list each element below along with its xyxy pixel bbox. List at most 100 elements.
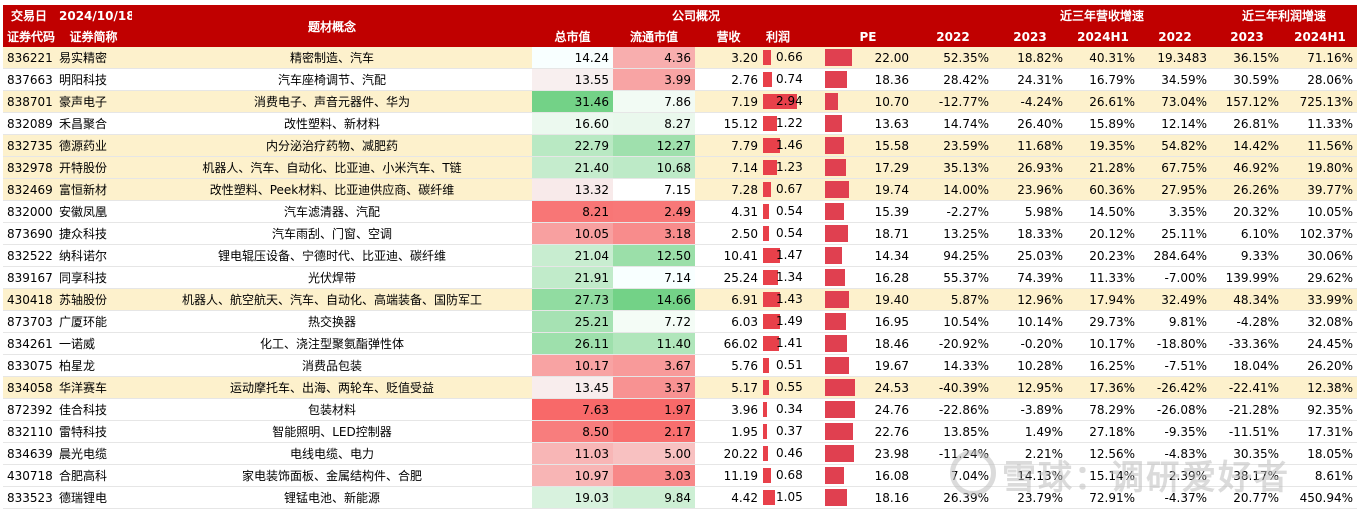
table-row[interactable]: 832110 雷特科技 智能照明、LED控制器 8.50 2.17 1.95 0.37 22.… bbox=[3, 420, 1357, 443]
concept-cell: 机器人、航空航天、汽车、自动化、高端装备、国防军工 bbox=[132, 288, 532, 311]
pe-cell: 22.00 bbox=[860, 47, 913, 69]
table-row[interactable]: 873703 广厦环能 热交换器 25.21 7.72 6.03 1.49 16.95 10.5… bbox=[3, 310, 1357, 333]
name-header[interactable]: 证券简称 bbox=[55, 26, 132, 47]
rev-2022-cell: 14.33% bbox=[913, 354, 993, 377]
table-row[interactable]: 832469 富恒新材 改性塑料、Peek材料、比亚迪供应商、碳纤维 13.32 7.1… bbox=[3, 178, 1357, 201]
rev-2022-cell: 35.13% bbox=[913, 156, 993, 179]
table-row[interactable]: 834639 晨光电缆 电线电缆、电力 11.03 5.00 20.22 0.46 23.98… bbox=[3, 442, 1357, 465]
rev-2023-cell: 18.82% bbox=[993, 47, 1067, 69]
fcap-header[interactable]: 流通市值 bbox=[613, 26, 695, 47]
table-row[interactable]: 832522 纳科诺尔 锂电辊压设备、宁德时代、比亚迪、碳纤维 21.04 12.50 1… bbox=[3, 244, 1357, 267]
profit-bar bbox=[763, 72, 772, 87]
profit-2022-header[interactable]: 2022 bbox=[1139, 26, 1211, 47]
table-row[interactable]: 872392 佳合科技 包装材料 7.63 1.97 3.96 0.34 24.76 -22.8… bbox=[3, 398, 1357, 421]
table-row[interactable]: 834058 华洋赛车 运动摩托车、出海、两轮车、贬值受益 13.45 3.37 5.17… bbox=[3, 376, 1357, 399]
mcap-cell: 10.05 bbox=[532, 222, 613, 245]
table-row[interactable]: 833523 德瑞锂电 锂锰电池、新能源 19.03 9.84 4.42 1.05 18.16… bbox=[3, 486, 1357, 509]
mcap-cell: 14.24 bbox=[532, 47, 613, 69]
code-cell: 873690 bbox=[3, 222, 55, 245]
profit-2022-cell: 2.39% bbox=[1139, 464, 1211, 487]
rev-2024h1-cell: 27.18% bbox=[1067, 420, 1139, 443]
profit-2023-cell: 6.10% bbox=[1211, 222, 1283, 245]
rev-2023-cell: 26.93% bbox=[993, 156, 1067, 179]
concept-cell: 改性塑料、Peek材料、比亚迪供应商、碳纤维 bbox=[132, 178, 532, 201]
revenue-header[interactable]: 营收 bbox=[695, 26, 762, 47]
pe-bar-cell bbox=[823, 376, 860, 399]
pe-bar-cell bbox=[823, 420, 860, 443]
rev-2024h1-header[interactable]: 2024H1 bbox=[1067, 26, 1139, 47]
table-row[interactable]: 839167 同享科技 光伏焊带 21.91 7.14 25.24 1.34 16.28 55.… bbox=[3, 266, 1357, 289]
revenue-cell: 5.76 bbox=[695, 354, 762, 377]
rev-2023-cell: 24.31% bbox=[993, 68, 1067, 91]
code-header[interactable]: 证券代码 bbox=[3, 26, 55, 47]
table-row[interactable]: 832735 德源药业 内分泌治疗药物、减肥药 22.79 12.27 7.79 1.46 1… bbox=[3, 134, 1357, 157]
table-row[interactable]: 837663 明阳科技 汽车座椅调节、汽配 13.55 3.99 2.76 0.74 18.3… bbox=[3, 68, 1357, 91]
profit-2022-cell: 284.64% bbox=[1139, 244, 1211, 267]
pe-bar bbox=[825, 225, 848, 242]
table-row[interactable]: 834261 一诺威 化工、浇注型聚氨酯弹性体 26.11 11.40 66.02 1.41… bbox=[3, 332, 1357, 355]
concept-cell: 智能照明、LED控制器 bbox=[132, 420, 532, 443]
pe-bar bbox=[825, 467, 845, 484]
profit-bar bbox=[763, 402, 767, 417]
pe-cell: 18.36 bbox=[860, 68, 913, 91]
pe-bar-cell bbox=[823, 47, 860, 69]
table-row[interactable]: 430718 合肥高科 家电装饰面板、金属结构件、合肥 10.97 3.03 11.19 0… bbox=[3, 464, 1357, 487]
table-row[interactable]: 836221 易实精密 精密制造、汽车 14.24 4.36 3.20 0.66 22.00 5… bbox=[3, 47, 1357, 69]
name-cell: 豪声电子 bbox=[55, 90, 132, 113]
rev-2024h1-cell: 15.89% bbox=[1067, 112, 1139, 135]
fcap-cell: 9.84 bbox=[613, 486, 695, 509]
profit-header[interactable]: 利润 bbox=[762, 26, 823, 47]
profit-bar bbox=[763, 270, 779, 285]
table-row[interactable]: 873690 捷众科技 汽车雨刮、门窗、空调 10.05 3.18 2.50 0.54 18.… bbox=[3, 222, 1357, 245]
table-row[interactable]: 832978 开特股份 机器人、汽车、自动化、比亚迪、小米汽车、T链 21.40 10.… bbox=[3, 156, 1357, 179]
stock-table: 交易日 2024/10/18 题材概念 公司概况 近三年营收增速 近三年利润增速… bbox=[3, 5, 1357, 509]
fcap-cell: 3.18 bbox=[613, 222, 695, 245]
mcap-header[interactable]: 总市值 bbox=[532, 26, 613, 47]
rev-2023-cell: 14.13% bbox=[993, 464, 1067, 487]
code-cell: 430718 bbox=[3, 464, 55, 487]
rev-2022-header[interactable]: 2022 bbox=[913, 26, 993, 47]
profit-value: 2.94 bbox=[776, 94, 803, 108]
pe-bar-cell bbox=[823, 442, 860, 465]
profit-bar bbox=[763, 226, 770, 241]
code-cell: 832735 bbox=[3, 134, 55, 157]
revenue-cell: 11.19 bbox=[695, 464, 762, 487]
table-row[interactable]: 430418 苏轴股份 机器人、航空航天、汽车、自动化、高端装备、国防军工 27.73… bbox=[3, 288, 1357, 311]
table-row[interactable]: 838701 豪声电子 消费电子、声音元器件、华为 31.46 7.86 7.19 2.94… bbox=[3, 90, 1357, 113]
pe-cell: 23.98 bbox=[860, 442, 913, 465]
profit-value: 1.49 bbox=[776, 314, 803, 328]
concept-cell: 精密制造、汽车 bbox=[132, 47, 532, 69]
pe-bar-cell bbox=[823, 156, 860, 179]
pe-bar-cell bbox=[823, 288, 860, 311]
profit-2024h1-header[interactable]: 2024H1 bbox=[1283, 26, 1357, 47]
name-cell: 华洋赛车 bbox=[55, 376, 132, 399]
rev-2023-cell: -0.20% bbox=[993, 332, 1067, 355]
rev-2023-header[interactable]: 2023 bbox=[993, 26, 1067, 47]
rev-2024h1-cell: 16.25% bbox=[1067, 354, 1139, 377]
mcap-cell: 10.17 bbox=[532, 354, 613, 377]
table-row[interactable]: 832089 禾昌聚合 改性塑料、新材料 16.60 8.27 15.12 1.22 13.6… bbox=[3, 112, 1357, 135]
concept-cell: 机器人、汽车、自动化、比亚迪、小米汽车、T链 bbox=[132, 156, 532, 179]
code-cell: 872392 bbox=[3, 398, 55, 421]
profit-2022-cell: 3.35% bbox=[1139, 200, 1211, 223]
name-cell: 晨光电缆 bbox=[55, 442, 132, 465]
pe-cell: 19.40 bbox=[860, 288, 913, 311]
pe-bar bbox=[825, 335, 848, 352]
rev-2022-cell: 23.59% bbox=[913, 134, 993, 157]
profit-bar bbox=[763, 336, 780, 351]
revenue-cell: 7.14 bbox=[695, 156, 762, 179]
fcap-cell: 14.66 bbox=[613, 288, 695, 311]
profit-2023-header[interactable]: 2023 bbox=[1211, 26, 1283, 47]
mcap-cell: 31.46 bbox=[532, 90, 613, 113]
code-cell: 832978 bbox=[3, 156, 55, 179]
pe-header[interactable]: PE bbox=[823, 26, 913, 47]
fcap-cell: 12.27 bbox=[613, 134, 695, 157]
profit-cell: 1.22 bbox=[762, 112, 823, 135]
profit-2024h1-cell: 29.62% bbox=[1283, 266, 1357, 289]
table-row[interactable]: 833075 柏星龙 消费品包装 10.17 3.67 5.76 0.51 19.67 14.3… bbox=[3, 354, 1357, 377]
profit-2023-cell: 139.99% bbox=[1211, 266, 1283, 289]
concept-header[interactable]: 题材概念 bbox=[132, 5, 532, 47]
profit-2023-cell: 157.12% bbox=[1211, 90, 1283, 113]
table-row[interactable]: 832000 安徽凤凰 汽车滤清器、汽配 8.21 2.49 4.31 0.54 15.39-… bbox=[3, 200, 1357, 223]
profit-bar bbox=[763, 204, 770, 219]
